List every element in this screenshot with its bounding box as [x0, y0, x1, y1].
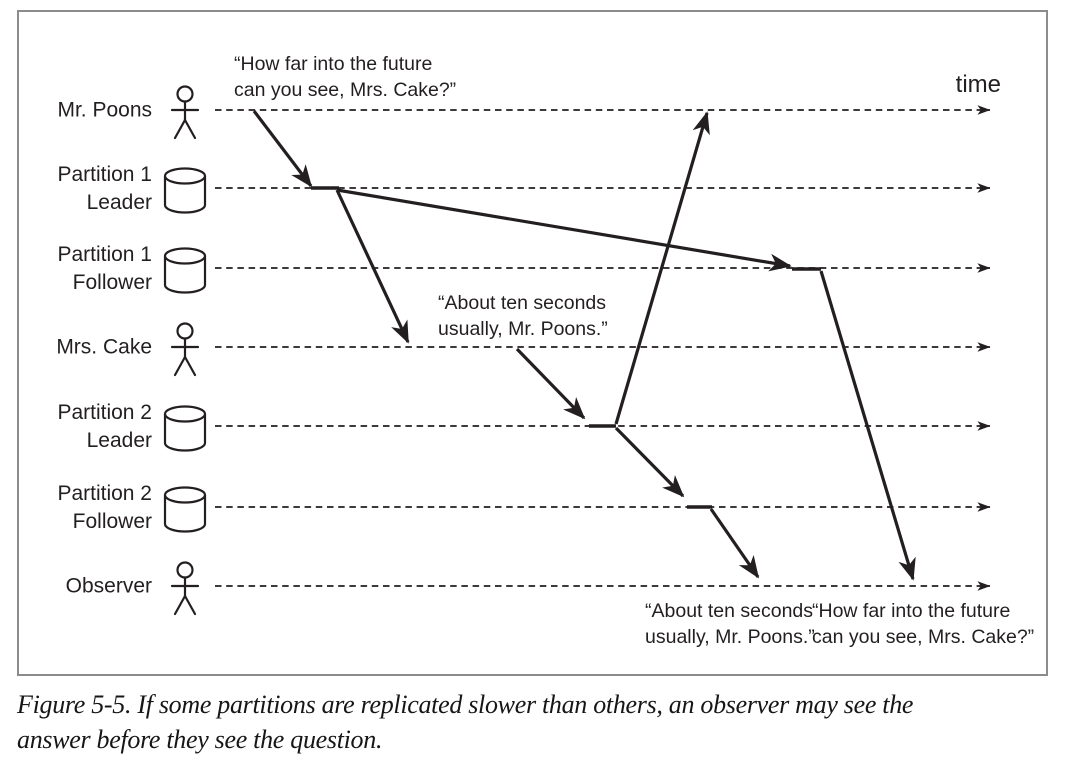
lane-icons-group	[163, 85, 207, 616]
annotation-line: can you see, Mrs. Cake?”	[234, 79, 457, 101]
message-arrows-group	[252, 110, 916, 581]
caption-line-2: answer before they see the question.	[17, 725, 383, 754]
person-icon-mr-poons	[170, 85, 200, 140]
msg-p2-leader-to-mr-poons	[614, 111, 710, 425]
cylinder-icon-partition-2-leader	[163, 405, 207, 452]
msg-p1-leader-replication-to-p1-follower	[336, 188, 792, 272]
lane-label-line: Partition 1	[57, 163, 152, 187]
lane-label-line: Follower	[72, 510, 152, 534]
lane-label-partition-2-leader: Partition 2 Leader	[57, 399, 152, 455]
lane-label-line: Partition 2	[57, 482, 152, 506]
annotation-line: “How far into the future	[234, 53, 433, 75]
write-marks-group	[311, 186, 821, 509]
person-icon-mrs-cake	[170, 322, 200, 377]
lane-label-observer: Observer	[66, 573, 152, 601]
caption-line-1: Figure 5-5. If some partitions are repli…	[17, 690, 914, 719]
annotation-line: can you see, Mrs. Cake?”	[812, 626, 1035, 648]
figure-caption: Figure 5-5. If some partitions are repli…	[17, 687, 1075, 757]
lane-label-line: Leader	[86, 429, 152, 453]
lane-label-line: Mrs. Cake	[56, 335, 152, 359]
lane-label-line: Partition 1	[57, 243, 152, 267]
lane-label-line: Partition 2	[57, 401, 152, 425]
msg-p2-follower-to-observer	[709, 508, 760, 579]
annotation-line: “About ten seconds	[645, 600, 814, 622]
cylinder-icon-partition-2-follower	[163, 486, 207, 533]
question-annotation-bottom: “How far into the future can you see, Mrs…	[812, 598, 1034, 650]
question-annotation-top: “How far into the future can you see, Mrs…	[234, 51, 456, 103]
cylinder-icon-partition-1-leader	[163, 167, 207, 214]
msg-p1-follower-to-observer	[819, 270, 916, 581]
answer-annotation-middle: “About ten seconds usually, Mr. Poons.”	[438, 290, 608, 342]
msg-question-mr-poons-to-p1-leader	[252, 110, 313, 188]
msg-answer-mrs-cake-to-p2-leader	[515, 347, 586, 420]
lane-label-partition-1-follower: Partition 1 Follower	[57, 241, 152, 297]
lane-label-line: Follower	[72, 271, 152, 295]
annotation-line: usually, Mr. Poons.”	[645, 626, 815, 648]
lane-label-mrs-cake: Mrs. Cake	[56, 334, 152, 362]
answer-annotation-bottom: “About ten seconds usually, Mr. Poons.”	[645, 598, 815, 650]
timelines-group	[215, 105, 991, 591]
msg-p2-leader-replication-to-p2-follower	[614, 426, 685, 498]
msg-p1-leader-to-mrs-cake	[335, 189, 410, 344]
annotation-line: “About ten seconds	[438, 292, 607, 314]
lane-label-line: Leader	[86, 191, 152, 215]
lane-label-partition-1-leader: Partition 1 Leader	[57, 161, 152, 217]
lane-label-line: Mr. Poons	[57, 98, 152, 122]
lane-label-line: Observer	[65, 574, 152, 598]
lane-label-partition-2-follower: Partition 2 Follower	[57, 480, 152, 536]
annotation-line: usually, Mr. Poons.”	[438, 318, 608, 340]
annotation-line: “How far into the future	[812, 600, 1011, 622]
person-icon-observer	[170, 561, 200, 616]
time-axis-label: time	[955, 71, 1001, 98]
lane-label-mr-poons: Mr. Poons	[57, 97, 152, 125]
cylinder-icon-partition-1-follower	[163, 247, 207, 294]
